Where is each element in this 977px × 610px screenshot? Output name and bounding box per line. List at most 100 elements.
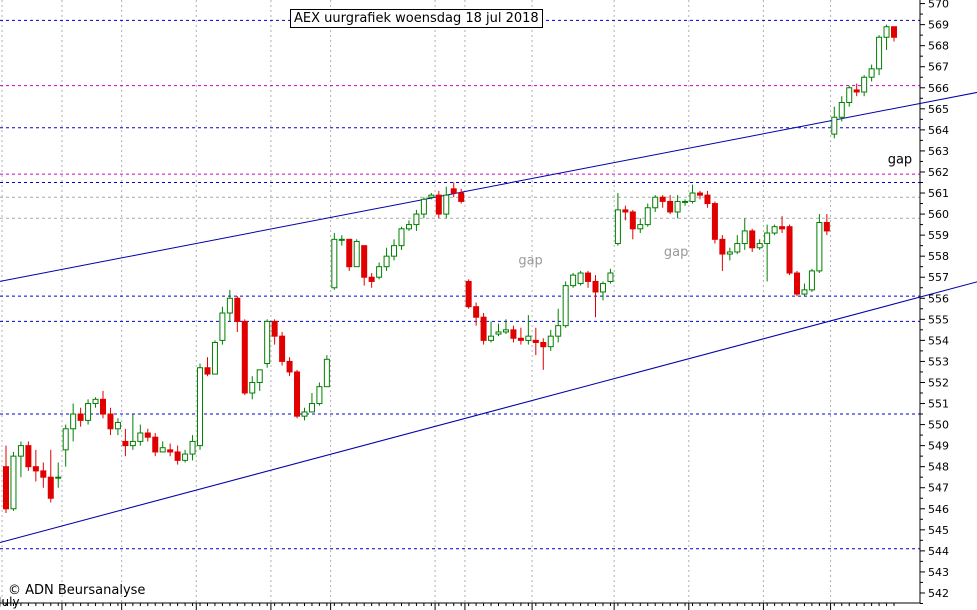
candle-up	[428, 194, 435, 198]
candle-up	[547, 335, 554, 348]
trend-line	[0, 281, 977, 543]
y-tick-label: 553	[928, 355, 949, 368]
candle-up	[764, 232, 771, 245]
x-day-label: 10	[437, 608, 451, 610]
candle-down	[294, 371, 301, 417]
y-tick-label: 549	[928, 440, 949, 453]
y-tick-label: 563	[928, 145, 949, 158]
candle-down	[361, 245, 368, 278]
y-tick-label: 557	[928, 271, 949, 284]
candle-down	[540, 341, 547, 348]
candle-up	[771, 226, 778, 234]
gap-annotation: gap	[664, 245, 688, 260]
y-tick-label: 566	[928, 82, 949, 95]
candle-down	[279, 335, 286, 362]
candle-down	[823, 221, 830, 232]
y-tick-label: 545	[928, 524, 949, 537]
y-tick-label: 554	[928, 334, 949, 347]
candle-up	[10, 455, 17, 510]
candle-down	[241, 320, 248, 394]
y-tick-label: 564	[928, 124, 949, 137]
candle-down	[144, 432, 151, 438]
candle-down	[473, 306, 480, 318]
candle-up	[883, 26, 890, 38]
candle-up	[801, 289, 808, 295]
candle-down	[152, 436, 159, 453]
candle-up	[92, 398, 99, 405]
candle-down	[234, 297, 241, 322]
candle-up	[398, 228, 405, 247]
x-day-label: 5	[198, 608, 205, 610]
candle-down	[25, 445, 32, 468]
candle-down	[107, 413, 114, 430]
x-day-label: 9	[333, 608, 340, 610]
x-day-label: 18	[833, 608, 847, 610]
candle-down	[510, 329, 517, 339]
candle-up	[353, 240, 360, 268]
x-day-label: 12	[534, 608, 548, 610]
candle-up	[331, 238, 338, 289]
candle-down	[465, 280, 472, 308]
candle-down	[100, 398, 107, 415]
candle-down	[704, 194, 711, 205]
candle-down	[622, 209, 629, 213]
x-day-label: 11	[467, 608, 481, 610]
candle-down	[174, 451, 181, 461]
candle-up	[17, 445, 24, 457]
candle-up	[488, 335, 495, 341]
candle-down	[592, 280, 599, 293]
candle-up	[674, 200, 681, 213]
y-tick-label: 567	[928, 61, 949, 74]
candle-up	[62, 428, 69, 451]
x-day-label: 16	[691, 608, 705, 610]
y-tick-label: 550	[928, 419, 949, 432]
candle-up	[256, 369, 263, 383]
y-tick-label: 542	[928, 587, 949, 600]
gap-annotation: gap	[518, 253, 542, 268]
candle-up	[129, 440, 136, 447]
y-tick-label: 547	[928, 482, 949, 495]
candle-down	[517, 337, 524, 341]
x-day-label: 17	[765, 608, 779, 610]
candle-up	[816, 221, 823, 272]
candle-up	[114, 421, 121, 430]
candle-up	[570, 274, 577, 287]
candle-up	[249, 381, 256, 394]
candle-up	[219, 312, 226, 341]
candle-up	[301, 411, 308, 417]
candle-down	[271, 320, 278, 337]
candle-up	[741, 230, 748, 245]
candle-up	[70, 413, 77, 430]
y-tick-label: 559	[928, 229, 949, 242]
candle-down	[435, 194, 442, 215]
candle-down	[480, 316, 487, 341]
candle-down	[585, 272, 592, 282]
x-day-label: 4	[124, 608, 131, 610]
trend-line	[0, 91, 977, 282]
candle-up	[159, 447, 166, 453]
candle-up	[197, 367, 204, 447]
x-day-label: 13	[616, 608, 630, 610]
candle-up	[323, 358, 330, 388]
candle-down	[696, 192, 703, 196]
copyright-label: © ADN Beursanalyse	[8, 583, 146, 598]
x-axis-month-label: July	[0, 595, 20, 609]
candle-down	[719, 238, 726, 255]
candle-down	[659, 196, 666, 202]
candle-up	[376, 266, 383, 278]
candle-up	[555, 325, 562, 337]
candle-down	[532, 339, 539, 343]
candle-up	[420, 198, 427, 215]
candle-up	[502, 329, 509, 333]
candle-up	[846, 87, 853, 104]
candle-down	[667, 200, 674, 213]
candle-up	[861, 76, 868, 93]
candle-down	[749, 230, 756, 249]
candle-up	[264, 320, 271, 365]
y-tick-label: 565	[928, 103, 949, 116]
candle-up	[211, 341, 218, 375]
candle-down	[122, 440, 129, 447]
candle-down	[346, 238, 353, 268]
y-tick-label: 562	[928, 166, 949, 179]
candle-up	[808, 270, 815, 291]
